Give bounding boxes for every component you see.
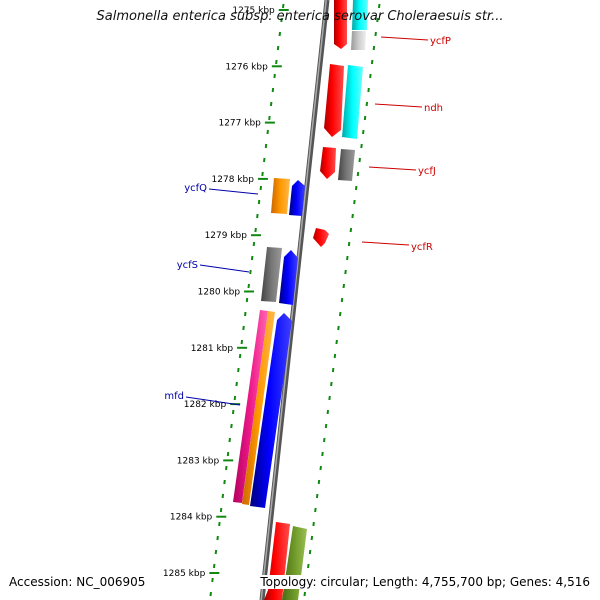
forward-ruler-dash bbox=[351, 213, 354, 219]
tick-label: 1281 kbp bbox=[191, 344, 234, 354]
gene-mfd-orange[interactable] bbox=[242, 311, 275, 505]
forward-ruler-dash bbox=[358, 157, 361, 163]
forward-ruler-dash bbox=[303, 591, 307, 597]
forward-ruler-dash bbox=[328, 395, 331, 401]
genome-info-text: Topology: circular; Length: 4,755,700 bp… bbox=[260, 575, 590, 589]
forward-ruler-dash bbox=[356, 171, 360, 177]
forward-ruler-dash bbox=[374, 31, 377, 37]
gene-reverse-ycfq-blue[interactable] bbox=[289, 180, 305, 216]
gene-ycfj-gray[interactable] bbox=[338, 149, 355, 181]
tick-label: 1275 kbp bbox=[232, 6, 275, 16]
gene-forward-ycfj-red[interactable] bbox=[320, 147, 336, 179]
gene-reverse-ycfs-blue[interactable] bbox=[279, 250, 298, 305]
forward-ruler-dash bbox=[347, 241, 351, 247]
forward-ruler-dash bbox=[367, 87, 370, 93]
gene-label-leader bbox=[361, 241, 410, 246]
tick-label: 1279 kbp bbox=[205, 231, 248, 241]
forward-ruler-dash bbox=[340, 297, 344, 303]
gene-cyan-top[interactable] bbox=[352, 0, 368, 30]
tick-label: 1277 kbp bbox=[218, 119, 261, 129]
forward-ruler-dash bbox=[324, 423, 328, 429]
gene-ndh-cyan[interactable] bbox=[342, 65, 363, 139]
forward-ruler-dash bbox=[360, 143, 363, 149]
gene-labels: ycfP ndh ycfJ ycfR ycfQ ycfS mfd bbox=[164, 36, 451, 406]
forward-ruler-dash bbox=[321, 451, 324, 457]
forward-ruler-dash bbox=[377, 3, 381, 9]
gene-label-mfd[interactable]: mfd bbox=[164, 391, 184, 402]
forward-ruler-dash bbox=[370, 59, 374, 65]
gene-forward-ndh-red[interactable] bbox=[324, 64, 344, 137]
forward-ruler-dash bbox=[315, 493, 319, 499]
forward-ruler-dash bbox=[326, 409, 330, 415]
gene-reverse-mfd-blue[interactable] bbox=[250, 313, 292, 508]
gene-label-ycfr[interactable]: ycfR bbox=[411, 242, 433, 253]
forward-ruler-dash bbox=[323, 437, 326, 443]
forward-ruler-dash bbox=[330, 381, 333, 387]
genome-backbone bbox=[259, 0, 330, 600]
gene-label-leader bbox=[199, 264, 250, 273]
forward-ruler-dash bbox=[337, 325, 340, 331]
ruler-tick-labels: 1275 kbp 1276 kbp 1277 kbp 1278 kbp 1279 kbp… bbox=[163, 6, 289, 579]
gene-label-ndh[interactable]: ndh bbox=[424, 103, 443, 114]
forward-ruler-dash bbox=[349, 227, 353, 233]
forward-ruler-dash bbox=[344, 269, 347, 275]
forward-ruler-dash bbox=[310, 535, 314, 541]
forward-ruler-dash bbox=[312, 521, 315, 527]
gene-label-leader bbox=[374, 103, 423, 108]
forward-ruler-dash bbox=[354, 185, 358, 191]
tick-label: 1278 kbp bbox=[212, 175, 255, 185]
gene-label-ycfs[interactable]: ycfS bbox=[177, 260, 198, 271]
tick-label: 1283 kbp bbox=[177, 456, 220, 466]
gene-lightgray-top[interactable] bbox=[351, 31, 366, 50]
gene-label-leader bbox=[208, 188, 259, 195]
forward-ruler-dash bbox=[307, 563, 310, 569]
tick-label: 1282 kbp bbox=[184, 400, 227, 410]
gene-label-leader bbox=[368, 166, 417, 171]
gene-forward-top[interactable] bbox=[334, 0, 347, 49]
forward-ruler-dash bbox=[346, 255, 349, 261]
forward-ruler-dash bbox=[342, 283, 346, 289]
gene-features bbox=[233, 0, 368, 600]
gene-label-ycfj[interactable]: ycfJ bbox=[418, 166, 436, 177]
tick-label: 1284 kbp bbox=[170, 513, 213, 523]
forward-ruler-dash bbox=[372, 45, 376, 51]
forward-ruler-dash bbox=[338, 311, 342, 317]
forward-ruler-dash bbox=[362, 129, 365, 135]
forward-ruler-dash bbox=[376, 17, 379, 23]
forward-ruler-dash bbox=[333, 353, 337, 359]
accession-text: Accession: NC_006905 bbox=[9, 575, 146, 589]
genome-title: Salmonella enterica subsp. enterica sero… bbox=[96, 9, 504, 24]
gene-mfd-magenta[interactable] bbox=[233, 310, 268, 503]
forward-ruler-dash bbox=[319, 465, 322, 471]
gene-forward-ycfr-red[interactable] bbox=[313, 228, 329, 247]
gene-label-ycfq[interactable]: ycfQ bbox=[184, 183, 207, 194]
forward-ruler-dash bbox=[353, 199, 356, 205]
gene-label-ycfp[interactable]: ycfP bbox=[430, 36, 451, 47]
forward-ruler-dash bbox=[335, 339, 338, 345]
tick-label: 1280 kbp bbox=[198, 288, 241, 298]
tick-label: 1285 kbp bbox=[163, 569, 206, 579]
gene-label-leader bbox=[185, 396, 241, 406]
forward-ruler-dash bbox=[365, 101, 369, 107]
gene-label-leader bbox=[380, 36, 429, 41]
forward-ruler-dash bbox=[363, 115, 367, 121]
forward-ruler-dash bbox=[308, 549, 312, 555]
tick-label: 1276 kbp bbox=[225, 62, 268, 72]
gene-ycfq-orange[interactable] bbox=[271, 178, 290, 214]
forward-ruler-dash bbox=[331, 367, 335, 373]
ruler-tracks bbox=[209, 3, 381, 597]
forward-ruler-dash bbox=[314, 507, 317, 513]
gene-ycfs-gray[interactable] bbox=[261, 247, 282, 302]
forward-ruler-dash bbox=[369, 73, 372, 79]
forward-ruler-dash bbox=[317, 479, 321, 485]
